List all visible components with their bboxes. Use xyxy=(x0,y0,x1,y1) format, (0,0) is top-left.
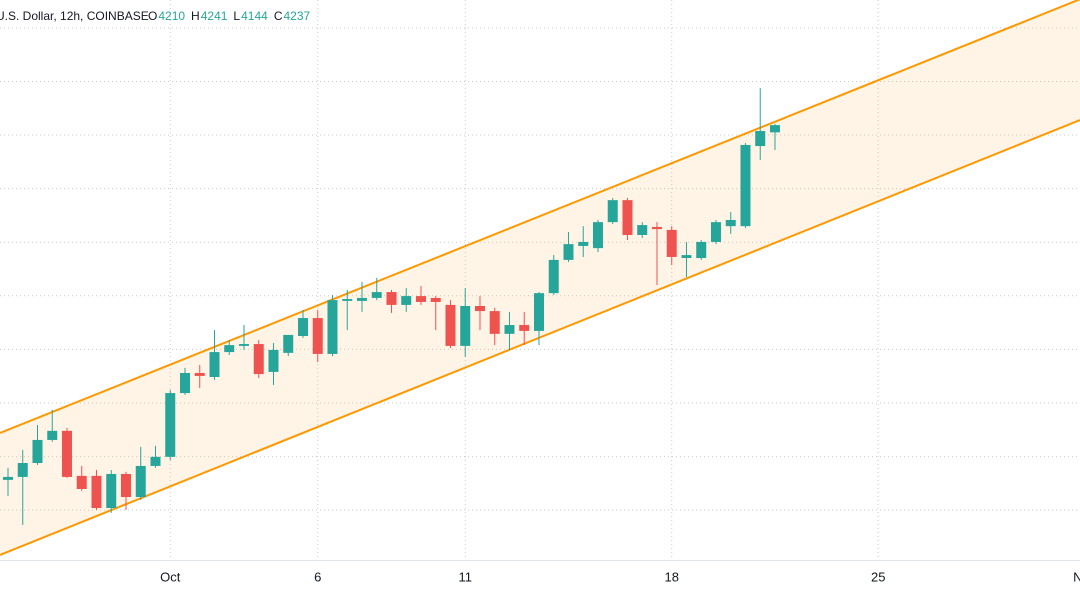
candle-body xyxy=(607,200,618,223)
candle-body xyxy=(651,226,662,230)
candle-body xyxy=(224,345,235,353)
candle-body xyxy=(283,334,294,353)
candle-body xyxy=(342,299,353,301)
channel-line xyxy=(0,0,1080,434)
candle-body xyxy=(2,476,13,480)
ohlc-label: O xyxy=(148,9,157,23)
candle-body xyxy=(740,144,751,227)
candle-body xyxy=(769,125,780,133)
candle-body xyxy=(194,372,205,376)
candle-body xyxy=(106,473,117,509)
candle-body xyxy=(725,219,736,227)
candle-body xyxy=(548,259,559,294)
candle-body xyxy=(47,430,58,440)
candle-body xyxy=(637,225,648,235)
x-tick-label: 25 xyxy=(871,569,885,584)
chart-title: U.S. Dollar, 12h, COINBASE xyxy=(0,9,149,23)
candle-body xyxy=(356,297,367,301)
candle-body xyxy=(179,372,190,394)
candle-body xyxy=(666,229,677,257)
candle-body xyxy=(150,456,161,466)
candle-body xyxy=(165,393,176,457)
candle-body xyxy=(238,344,249,346)
candle-body xyxy=(696,241,707,259)
x-tick-label: 11 xyxy=(458,569,472,584)
candle-body xyxy=(32,439,43,464)
candle-body xyxy=(519,325,530,331)
candle-body xyxy=(371,292,382,298)
candle-body xyxy=(592,222,603,249)
candle-body xyxy=(17,463,28,477)
candle-body xyxy=(401,296,412,305)
candle-body xyxy=(386,292,397,305)
candle-body xyxy=(681,255,692,259)
candle-body xyxy=(76,475,87,489)
candle-body xyxy=(445,304,456,346)
candle-body xyxy=(460,305,471,346)
candle-body xyxy=(755,131,766,147)
candle-body xyxy=(209,352,220,377)
candle-body xyxy=(430,297,441,302)
x-tick-label: 18 xyxy=(664,569,678,584)
ohlc-value: 4144 xyxy=(241,9,268,23)
ohlc-label: C xyxy=(274,9,283,23)
candle-body xyxy=(563,244,574,260)
ohlc-value: 4241 xyxy=(201,9,228,23)
x-tick-label: Oct xyxy=(160,569,181,584)
ohlc-label: H xyxy=(191,9,200,23)
x-tick-label: 6 xyxy=(314,569,321,584)
ohlc-label: L xyxy=(233,9,240,23)
candle-body xyxy=(578,241,589,246)
ohlc-value: 4237 xyxy=(283,9,310,23)
candle-body xyxy=(489,311,500,334)
candle-body xyxy=(622,200,633,235)
candle-body xyxy=(533,293,544,331)
candle-body xyxy=(135,465,146,498)
candle-body xyxy=(415,296,426,302)
candle-body xyxy=(91,475,102,509)
x-tick-label: Nov xyxy=(1073,569,1080,584)
candle-body xyxy=(297,318,308,336)
channel-fill xyxy=(0,0,1080,555)
candle-body xyxy=(710,222,721,242)
candle-body xyxy=(253,344,264,375)
candle-body xyxy=(268,349,279,372)
candle-body xyxy=(504,325,515,334)
candle-body xyxy=(312,318,323,354)
candle-body xyxy=(474,305,485,312)
channel-line xyxy=(0,119,1080,556)
ohlc-value: 4210 xyxy=(158,9,185,23)
candle-body xyxy=(61,430,72,477)
candle-body xyxy=(120,473,131,498)
candle-body xyxy=(327,300,338,354)
